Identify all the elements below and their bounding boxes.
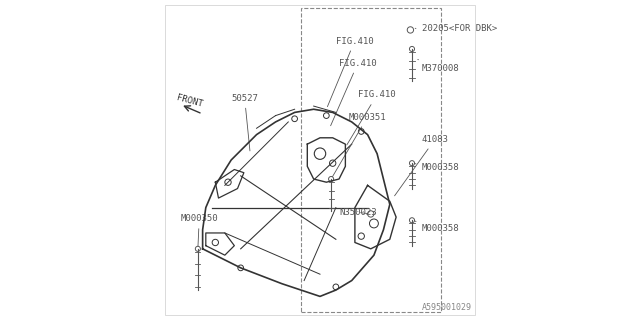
Text: M000358: M000358 <box>415 221 459 233</box>
Text: A595001029: A595001029 <box>422 303 472 312</box>
Text: 50527: 50527 <box>231 94 258 151</box>
Text: FRONT: FRONT <box>176 93 204 108</box>
Text: M000351: M000351 <box>333 113 386 177</box>
Text: FIG.410: FIG.410 <box>328 36 374 107</box>
Text: M000350: M000350 <box>180 214 218 246</box>
Text: M000358: M000358 <box>415 164 459 172</box>
Text: 20205<FOR DBK>: 20205<FOR DBK> <box>415 24 497 33</box>
Text: FIG.410: FIG.410 <box>331 59 377 126</box>
Text: FIG.410: FIG.410 <box>347 91 396 145</box>
Text: 41083: 41083 <box>395 135 449 196</box>
Text: N350023: N350023 <box>339 208 377 217</box>
Text: M370008: M370008 <box>418 60 459 73</box>
